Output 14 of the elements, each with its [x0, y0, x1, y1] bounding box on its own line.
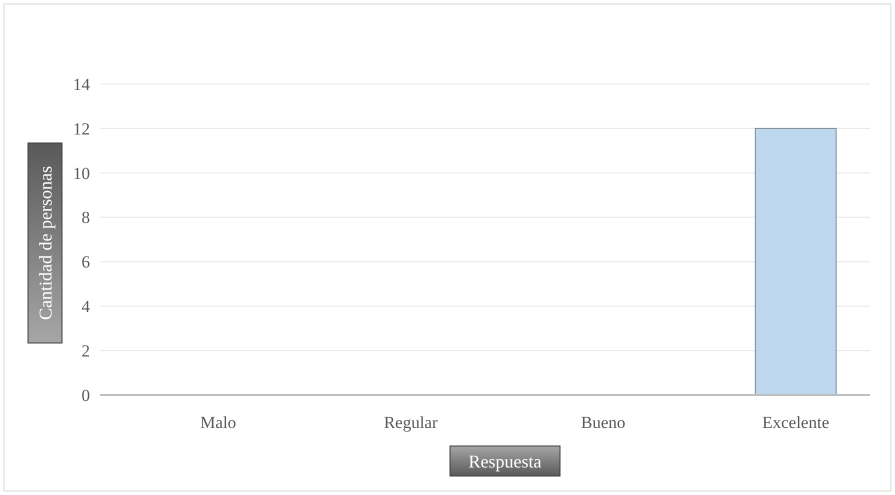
y-tick-label: 14 [73, 74, 90, 94]
x-tick-label: Bueno [581, 413, 626, 432]
x-tick-label: Regular [384, 413, 438, 432]
y-axis-title: Cantidad de personas [35, 166, 56, 320]
x-tick-label: Excelente [762, 413, 830, 432]
y-tick-label: 4 [82, 297, 90, 316]
x-axis-title: Respuesta [468, 451, 542, 472]
y-tick-label: 0 [82, 386, 90, 405]
y-tick-label: 10 [73, 164, 90, 183]
x-tick-label: Malo [200, 413, 236, 432]
y-tick-label: 8 [82, 208, 90, 228]
y-tick-label: 12 [73, 119, 90, 138]
y-tick-label: 2 [82, 342, 90, 361]
y-tick-label: 6 [82, 252, 90, 272]
